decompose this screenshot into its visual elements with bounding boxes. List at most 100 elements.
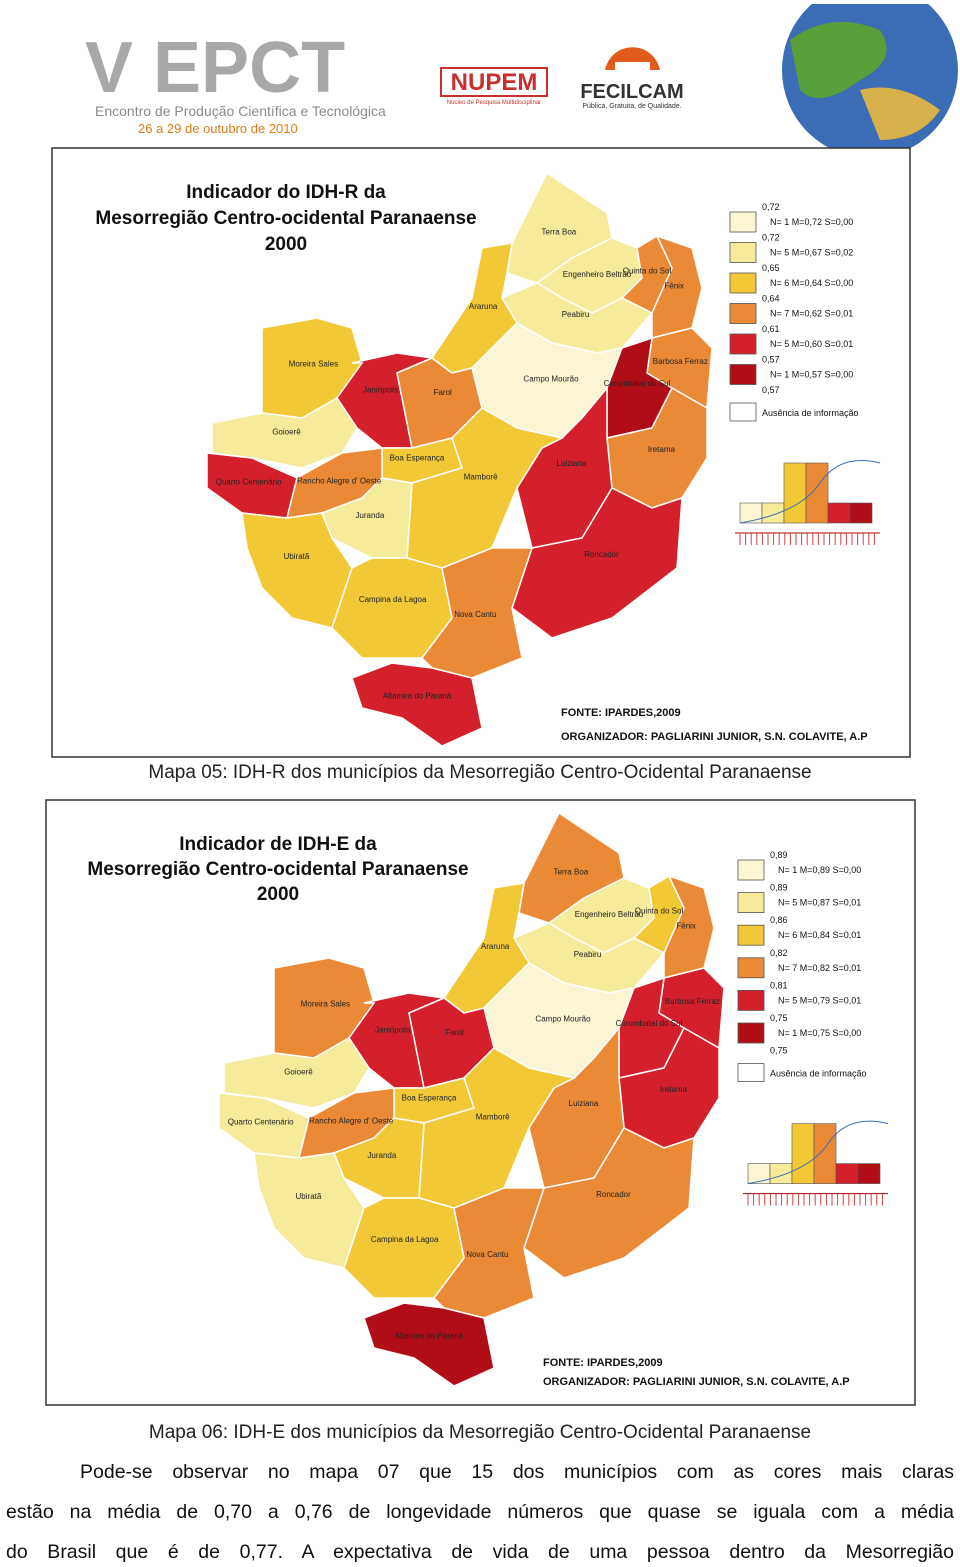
map-organizer: ORGANIZADOR: PAGLIARINI JUNIOR, S.N. COL… [543,1376,850,1388]
municipality [523,1127,695,1279]
histogram-bar [739,502,763,524]
municipality-label: Corumbataí do Sul [616,1019,683,1028]
municipality-label: Peabiru [574,950,602,959]
histogram-bar [783,462,807,524]
municipality-label: Iretama [660,1085,688,1094]
legend-label: Ausência de informação [762,408,859,418]
legend-label: N= 5 M=0,67 S=0,02 [770,248,853,258]
municipality-label: Mamborê [476,1112,510,1121]
map-title: Mesorregião Centro-ocidental Paranaense [95,208,476,229]
map-title: 2000 [265,234,307,255]
legend-swatch [737,1022,765,1044]
histogram-bar [835,1163,859,1184]
histogram-bar [849,502,873,524]
municipality-label: Campo Mourão [535,1015,591,1024]
municipality-label: Terra Boa [554,867,589,876]
municipality-label: Nova Cantu [466,1250,508,1259]
municipality-label: Peabiru [562,310,590,319]
municipality-label: Campina da Lagoa [371,1235,439,1244]
map-source: FONTE: IPARDES,2009 [561,707,681,719]
legend-label: Ausência de informação [770,1069,867,1079]
municipality-label: Boa Esperança [390,454,445,463]
fecilcam-title: FECILCAM [580,81,683,103]
histogram-bar [769,1163,793,1184]
legend-break: 0,72 [762,233,780,243]
map-title: Indicador do IDH-R da [186,182,386,203]
page-graphics: V EPCT Encontro de Produção Científica e… [45,0,958,1406]
legend-break: 0,81 [770,980,788,990]
map-title: Indicador de IDH-E da [179,834,377,855]
legend-swatch [737,892,765,913]
legend-swatch [729,364,757,385]
histogram-bar [761,502,785,524]
paragraph-line: estão na média de 0,70 a 0,76 de longevi… [6,1501,954,1523]
globe-land [790,22,887,98]
legend-swatch [729,211,757,233]
municipality-label: Mamborê [464,472,498,481]
municipality-label: Araruna [469,302,498,311]
municipality-label: Luiziana [569,1099,599,1108]
nupem-logo [440,67,548,97]
municipality-label: Roncador [584,550,619,559]
legend-label: N= 7 M=0,62 S=0,01 [770,309,853,319]
legend-label: N= 1 M=0,57 S=0,00 [770,370,853,380]
legend-label: N= 1 M=0,89 S=0,00 [778,865,861,875]
municipality-label: Altamira do Paraná [383,691,452,700]
municipality-label: Campo Mourão [523,375,579,384]
legend-swatch [737,1063,765,1083]
legend-swatch [729,303,757,324]
map-title: 2000 [257,884,299,905]
legend-label: N= 5 M=0,60 S=0,01 [770,339,853,349]
legend-label: N= 5 M=0,87 S=0,01 [778,898,861,908]
municipality-label: Quinta do Sol [635,907,684,916]
histogram-curve [747,1120,889,1185]
legend-swatch [729,402,757,422]
legend-swatch [737,859,765,881]
legend-break: 0,61 [762,324,780,334]
municipality-label: Ubiratã [284,552,310,561]
legend-label: N= 5 M=0,79 S=0,01 [778,995,861,1005]
histogram-curve [739,460,881,524]
histogram-bar [805,462,829,524]
map-2: Indicador de IDH-E da Mesorregião Centro-… [45,799,916,1406]
municipality-label: Goioerê [284,1068,313,1077]
map-caption: Mapa 06: IDH-E dos municípios da Mesorre… [148,1422,812,1443]
legend-break: 0,75 [770,1046,788,1056]
legend-break: 0,57 [762,355,780,365]
municipality-label: Janiópolis [375,1025,411,1034]
municipality-label: Iretama [648,445,676,454]
municipality-label: Engenheiro Beltrão [575,910,644,919]
municipality [351,662,483,747]
municipality-label: Campina da Lagoa [359,595,427,604]
municipality-label: Rancho Alegre d' Oeste [309,1117,394,1126]
municipality-label: Engenheiro Beltrão [563,270,632,279]
map-title: Mesorregião Centro-ocidental Paranaense [87,859,468,880]
legend-swatch [729,242,757,263]
map-organizer: ORGANIZADOR: PAGLIARINI JUNIOR, S.N. COL… [561,731,868,743]
legend-break: 0,86 [770,915,788,925]
event-subtitle: Encontro de Produção Científica e Tecnol… [95,103,386,119]
municipality-label: Araruna [481,942,510,951]
fecilcam-subtitle: Pública, Gratuita, de Qualidade. [582,103,681,110]
histogram-bar [747,1163,771,1184]
histogram-bar [857,1163,881,1184]
municipality-label: Quinta do Sol [623,267,672,276]
legend-swatch [737,957,765,979]
municipality [433,1187,546,1319]
municipality-label: Luiziana [557,459,587,468]
legend-break: 0,65 [762,263,780,273]
legend-swatch [737,989,765,1011]
municipality [421,547,534,679]
municipality-label: Barbosa Ferraz [653,357,708,366]
histogram-bar [791,1123,815,1184]
histogram-bar [827,502,851,524]
event-title: V EPCT [85,28,345,108]
map-caption: Mapa 05: IDH-R dos municípios da Mesorre… [148,762,812,783]
histogram-bar [813,1123,837,1184]
municipality [511,487,683,639]
municipality-label: Corumbataí do Sul [604,379,671,388]
municipality-label: Fênix [676,921,696,930]
map-source: FONTE: IPARDES,2009 [543,1357,663,1369]
